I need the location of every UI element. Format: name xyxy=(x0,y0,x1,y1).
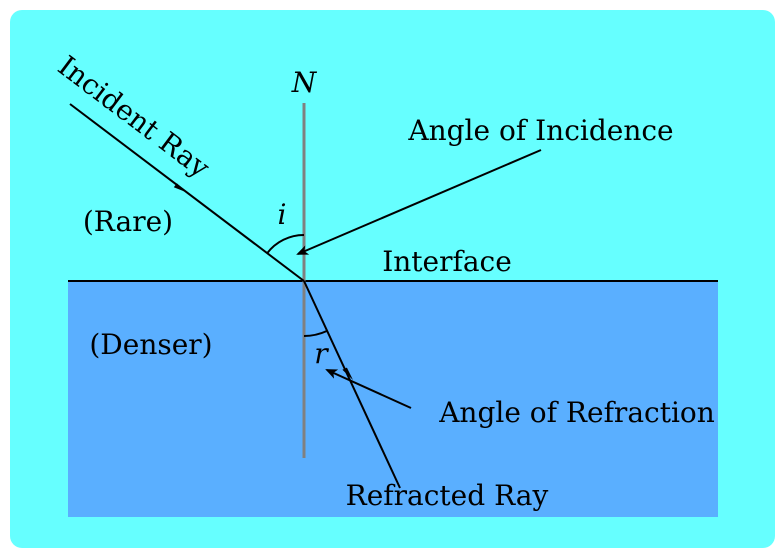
angle-of-incidence-label: Angle of Incidence xyxy=(407,114,673,147)
denser-medium-label: (Denser) xyxy=(89,328,212,361)
angle-i-arc xyxy=(266,233,305,254)
angle-r-label: r xyxy=(314,337,329,370)
refracted-ray-label: Refracted Ray xyxy=(346,479,549,512)
incident-ray-arrowhead xyxy=(173,183,187,193)
angle-of-refraction-pointer xyxy=(325,369,412,409)
angle-r-arc-arrowhead xyxy=(342,367,353,380)
refracted-ray xyxy=(303,280,401,489)
interface-label: Interface xyxy=(382,245,512,278)
rare-medium-label: (Rare) xyxy=(83,205,173,238)
angle-r-arc xyxy=(303,329,328,337)
angle-of-refraction-label: Angle of Refraction xyxy=(438,396,715,429)
angle-i-label: i xyxy=(278,198,287,231)
normal-label: N xyxy=(291,66,318,99)
angle-of-incidence-pointer xyxy=(296,149,542,255)
